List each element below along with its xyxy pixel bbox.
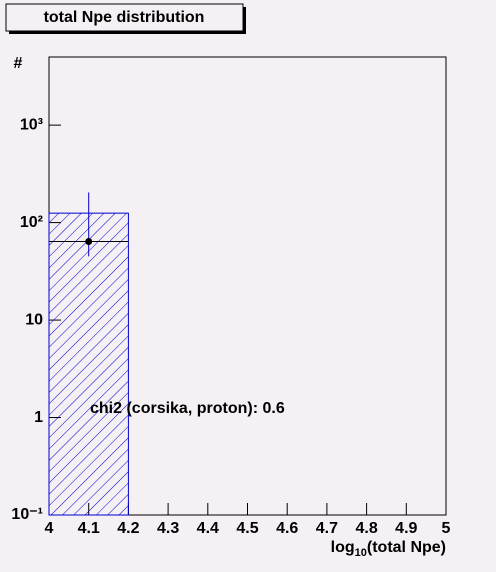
y-tick-label: 1 — [34, 409, 43, 426]
x-tick-label: 5 — [442, 520, 451, 537]
x-tick-label: 4.2 — [117, 520, 139, 537]
x-tick-label: 4.5 — [236, 520, 258, 537]
x-tick-label: 4.8 — [355, 520, 377, 537]
x-tick-label: 4.6 — [276, 520, 298, 537]
x-label-part: log — [331, 539, 355, 556]
x-tick-label: 4 — [45, 520, 54, 537]
y-tick-label: 10⁻¹ — [11, 506, 43, 523]
x-label-sub: 10 — [355, 547, 367, 559]
annotation: chi2 (corsika, proton): 0.6 — [90, 400, 285, 417]
data-point — [85, 237, 93, 245]
y-tick-label: 10³ — [20, 116, 43, 133]
y-axis-label: # — [14, 55, 23, 72]
x-tick-label: 4.4 — [197, 520, 219, 537]
x-tick-label: 4.3 — [157, 520, 179, 537]
bar — [48, 212, 129, 516]
y-tick-label: 10² — [20, 214, 43, 231]
chart-title: total Npe distribution — [44, 9, 205, 26]
title-box — [5, 3, 244, 32]
x-label-part: (total Npe) — [367, 539, 446, 556]
x-tick-label: 4.9 — [395, 520, 417, 537]
x-tick-label: 4.7 — [316, 520, 338, 537]
x-axis-label: log10(total Npe) — [331, 539, 446, 559]
y-tick-label: 10 — [25, 311, 43, 328]
x-tick-label: 4.1 — [78, 520, 100, 537]
